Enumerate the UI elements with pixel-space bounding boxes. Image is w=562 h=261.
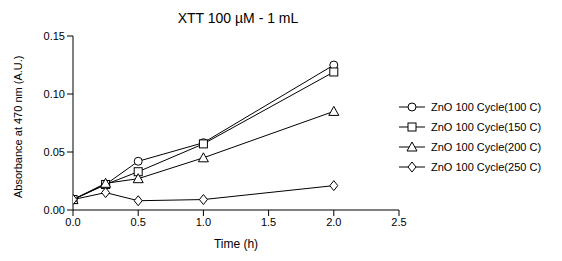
svg-text:0.10: 0.10 bbox=[44, 88, 65, 100]
html-text:XTT 100 µM - 1 mL: XTT 100 µM - 1 mL bbox=[177, 10, 299, 26]
html-text:ZnO 100 Cycle(200 C): ZnO 100 Cycle(200 C) bbox=[431, 140, 541, 153]
svg-text:2.5: 2.5 bbox=[391, 216, 406, 228]
svg-text:Absorbance at 470 nm (A.U.): Absorbance at 470 nm (A.U.) bbox=[12, 56, 24, 198]
html-text:ZnO 100 Cycle(100 C): ZnO 100 Cycle(100 C) bbox=[431, 100, 541, 113]
svg-text:0.00: 0.00 bbox=[44, 204, 65, 216]
svg-text:Time (h): Time (h) bbox=[214, 237, 258, 251]
svg-text:0.0: 0.0 bbox=[65, 216, 80, 228]
svg-text:1.0: 1.0 bbox=[196, 216, 211, 228]
svg-text:0.15: 0.15 bbox=[44, 30, 65, 42]
html-text:ZnO 100 Cycle(250 C): ZnO 100 Cycle(250 C) bbox=[431, 160, 541, 173]
html-text:ZnO 100 Cycle(150 C): ZnO 100 Cycle(150 C) bbox=[431, 120, 541, 133]
svg-text:0.5: 0.5 bbox=[131, 216, 146, 228]
svg-text:1.5: 1.5 bbox=[261, 216, 276, 228]
svg-text:2.0: 2.0 bbox=[326, 216, 341, 228]
svg-text:0.05: 0.05 bbox=[44, 146, 65, 158]
